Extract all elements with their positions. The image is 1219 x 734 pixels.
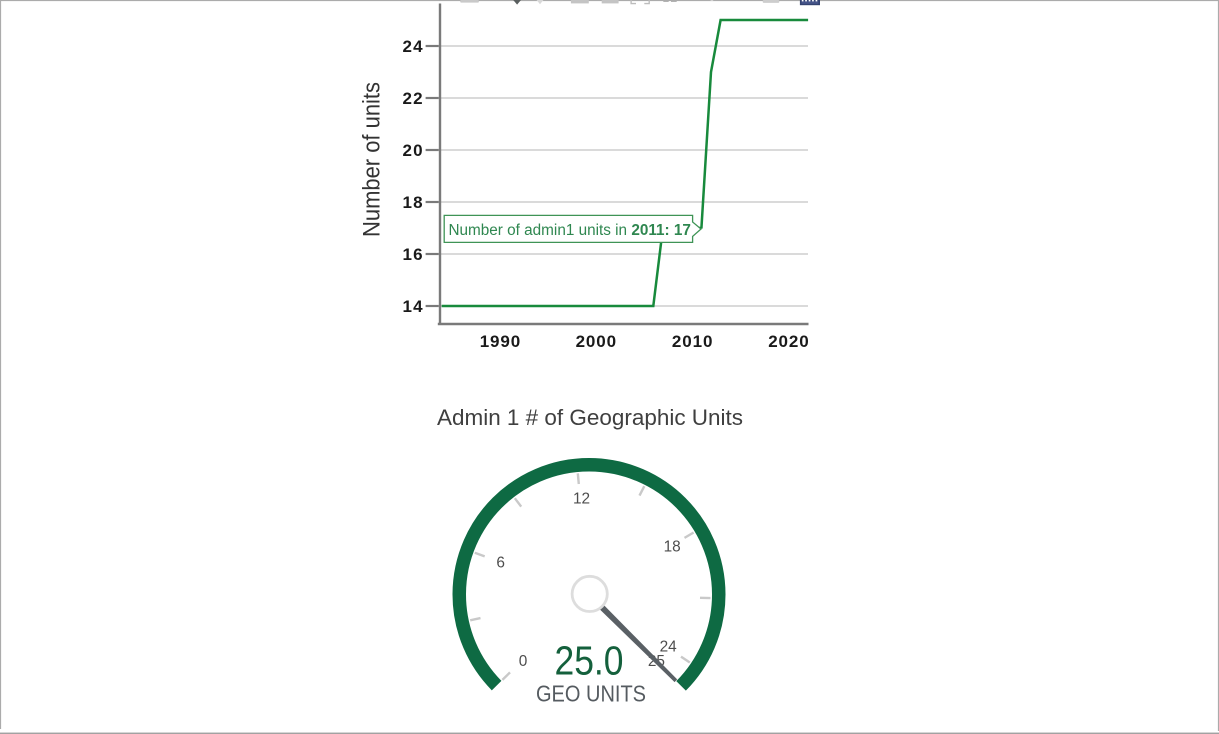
svg-text:25.0: 25.0 (555, 638, 624, 684)
svg-text:24: 24 (402, 37, 423, 56)
svg-text:16: 16 (402, 245, 423, 264)
svg-text:2020: 2020 (768, 332, 809, 351)
svg-text:6: 6 (496, 554, 505, 571)
svg-text:Admin 1 # of Geographic Units: Admin 1 # of Geographic Units (437, 405, 743, 430)
svg-text:1990: 1990 (480, 332, 521, 351)
svg-text:12: 12 (573, 491, 590, 508)
svg-text:24: 24 (660, 639, 678, 656)
svg-text:14: 14 (402, 297, 423, 316)
svg-text:22: 22 (402, 89, 423, 108)
svg-text:GEO UNITS: GEO UNITS (536, 681, 646, 707)
svg-text:18: 18 (664, 538, 681, 555)
svg-text:20: 20 (402, 141, 423, 160)
svg-text:2010: 2010 (672, 332, 713, 351)
svg-text:2000: 2000 (576, 332, 617, 351)
svg-text:18: 18 (402, 193, 423, 212)
svg-text:0: 0 (519, 653, 528, 670)
svg-text:Number of units: Number of units (358, 82, 385, 237)
svg-text:Number of admin1 units in 2011: Number of admin1 units in 2011: 17 (449, 222, 691, 239)
